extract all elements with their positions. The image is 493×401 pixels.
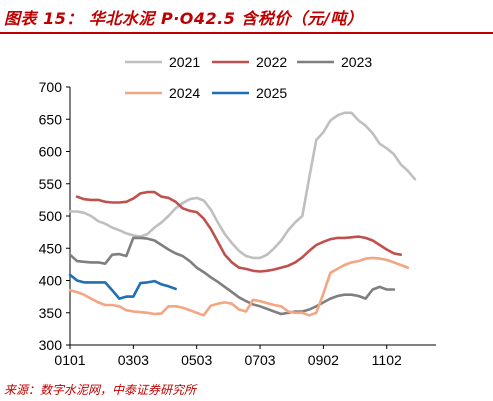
legend-label-2021: 2021	[169, 54, 200, 70]
legend-label-2023: 2023	[341, 54, 372, 70]
series-line-2024	[68, 256, 410, 317]
x-tick-label: 0902	[308, 352, 339, 368]
title-rule	[0, 32, 493, 34]
y-tick-label: 500	[39, 208, 63, 224]
series-lines	[68, 111, 417, 317]
y-tick-label: 550	[39, 176, 63, 192]
x-tick-label: 1102	[372, 352, 402, 368]
source-note: 来源：数字水泥网，中泰证券研究所	[4, 383, 197, 397]
y-tick-label: 650	[39, 111, 63, 127]
x-tick-label: 0503	[181, 352, 212, 368]
y-tick-label: 400	[39, 273, 63, 289]
x-tick-label: 0101	[54, 352, 85, 368]
legend-label-2025: 2025	[256, 85, 287, 101]
legend-label-2024: 2024	[169, 85, 200, 101]
series-line-2021	[68, 111, 417, 260]
series-line-2022	[75, 190, 403, 273]
legend: 2021 2022 2023 2024 2025	[125, 54, 372, 101]
series-line-2023	[68, 236, 396, 316]
y-tick-label: 350	[39, 305, 63, 321]
chart-title: 图表 15： 华北水泥 P·O42.5 含税价（元/吨）	[4, 9, 364, 28]
axes: 300 350 400 450 500 550 600 650 700 0101 0303 0503 0…	[39, 79, 436, 368]
y-tick-label: 300	[39, 337, 63, 353]
y-tick-label: 450	[39, 240, 63, 256]
series-line-2025	[68, 273, 177, 300]
x-tick-label: 0303	[118, 352, 149, 368]
y-tick-label: 700	[39, 79, 63, 95]
legend-label-2022: 2022	[256, 54, 287, 70]
x-tick-label: 0703	[244, 352, 275, 368]
y-tick-label: 600	[39, 144, 63, 160]
line-chart: 300 350 400 450 500 550 600 650 700 0101 0303 0503 0…	[39, 54, 436, 368]
